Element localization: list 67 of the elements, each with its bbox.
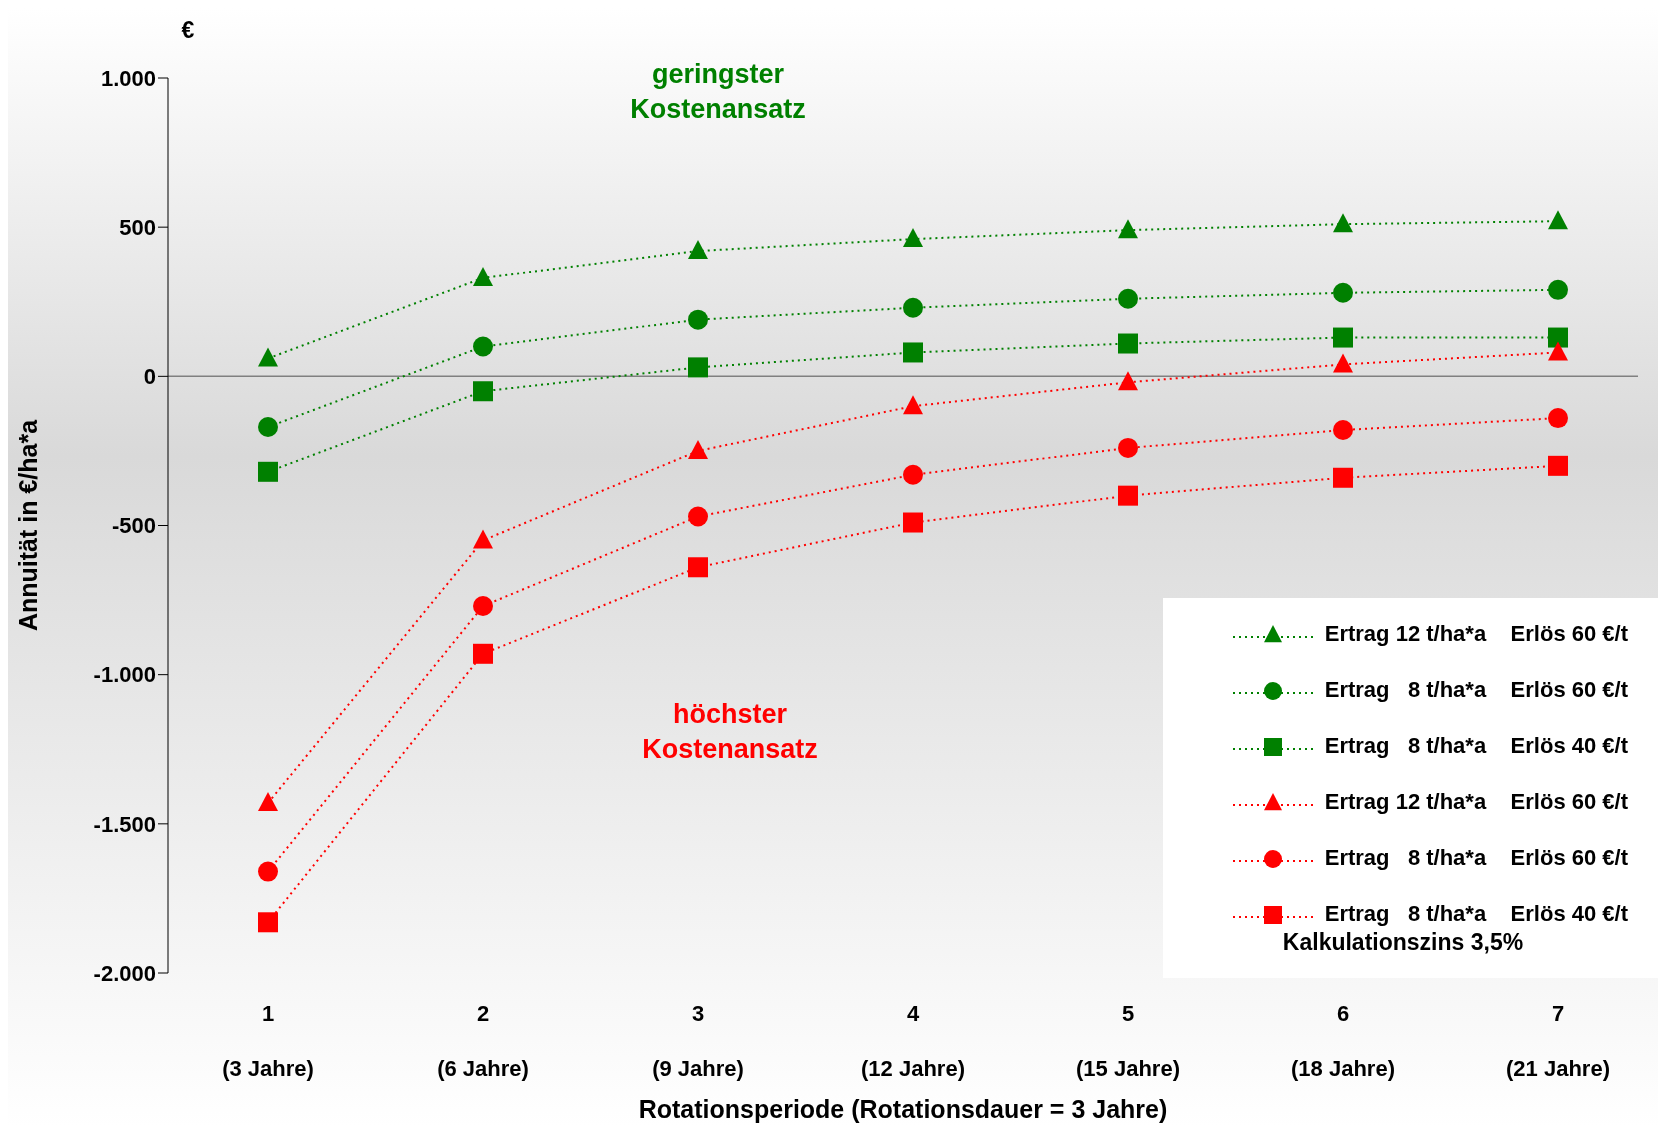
- point: [258, 912, 278, 933]
- point: [688, 240, 708, 260]
- point: [473, 643, 493, 664]
- point: [1548, 455, 1568, 476]
- text: €: [181, 17, 195, 43]
- point: [1118, 333, 1138, 354]
- y-tick-label: -1.500: [93, 811, 156, 837]
- point: [1333, 353, 1353, 373]
- point: [258, 861, 278, 882]
- point: [688, 439, 708, 459]
- category-label: 3 (9 Jahre): [652, 1001, 744, 1081]
- point: [903, 512, 923, 533]
- point: [1548, 327, 1568, 348]
- y-tick-label: 0: [143, 364, 156, 390]
- point: [258, 417, 278, 438]
- y-tick-label: -500: [111, 513, 156, 539]
- point: [1548, 279, 1568, 300]
- point: [1548, 210, 1568, 230]
- category-label: 2 (6 Jahre): [437, 1001, 529, 1081]
- point: [688, 506, 708, 527]
- point: [1118, 437, 1138, 458]
- category-label: 6 (18 Jahre): [1291, 1001, 1395, 1081]
- point: [1118, 288, 1138, 309]
- point: [1118, 371, 1138, 391]
- point: [473, 266, 493, 286]
- point: [473, 381, 493, 402]
- point: [1333, 327, 1353, 348]
- point: [258, 461, 278, 482]
- point: [903, 342, 923, 363]
- point: [473, 596, 493, 617]
- point: [688, 309, 708, 330]
- legend-label: Ertrag 12 t/ha*a Erlös 60 €/t: [1324, 621, 1628, 647]
- category-label: 7 (21 Jahre): [1506, 1001, 1610, 1081]
- annotation: höchster Kostenansatz: [642, 699, 818, 764]
- annotation: geringster Kostenansatz: [630, 59, 806, 124]
- legend-label: Ertrag 8 t/ha*a Erlös 40 €/t: [1324, 733, 1628, 759]
- point: [1333, 467, 1353, 488]
- point: [1548, 341, 1568, 361]
- point: [688, 357, 708, 378]
- point: [1118, 485, 1138, 506]
- y-tick-label: -2.000: [93, 960, 156, 986]
- point: [1333, 420, 1353, 441]
- y-axis-title: Annuität in €/ha*a: [13, 418, 42, 632]
- legend-label: Ertrag 8 t/ha*a Erlös 60 €/t: [1324, 845, 1628, 871]
- category-label: 5 (15 Jahre): [1076, 1001, 1180, 1081]
- category-label: 1 (3 Jahre): [222, 1001, 314, 1081]
- point: [1548, 408, 1568, 429]
- point: [473, 529, 493, 549]
- point: [1333, 282, 1353, 303]
- y-tick-label: 1.000: [100, 65, 156, 91]
- y-tick-label: -1.000: [93, 662, 156, 688]
- annotation: Kalkulationszins 3,5%: [1281, 929, 1525, 956]
- legend-label: Ertrag 8 t/ha*a Erlös 60 €/t: [1324, 677, 1628, 703]
- point: [903, 464, 923, 485]
- point: [473, 336, 493, 357]
- point: [1333, 213, 1353, 233]
- point: [1118, 219, 1138, 239]
- point: [903, 395, 923, 415]
- point: [903, 297, 923, 318]
- point: [688, 557, 708, 578]
- legend-label: Ertrag 8 t/ha*a Erlös 40 €/t: [1324, 901, 1628, 927]
- point: [258, 347, 278, 367]
- x-axis-title: Rotationsperiode (Rotationsdauer = 3 Jahre): [638, 1095, 1168, 1123]
- point: [903, 228, 923, 248]
- category-label: 4 (12 Jahre): [861, 1001, 965, 1081]
- y-tick-label: 500: [119, 214, 156, 240]
- legend-label: Ertrag 12 t/ha*a Erlös 60 €/t: [1324, 789, 1628, 815]
